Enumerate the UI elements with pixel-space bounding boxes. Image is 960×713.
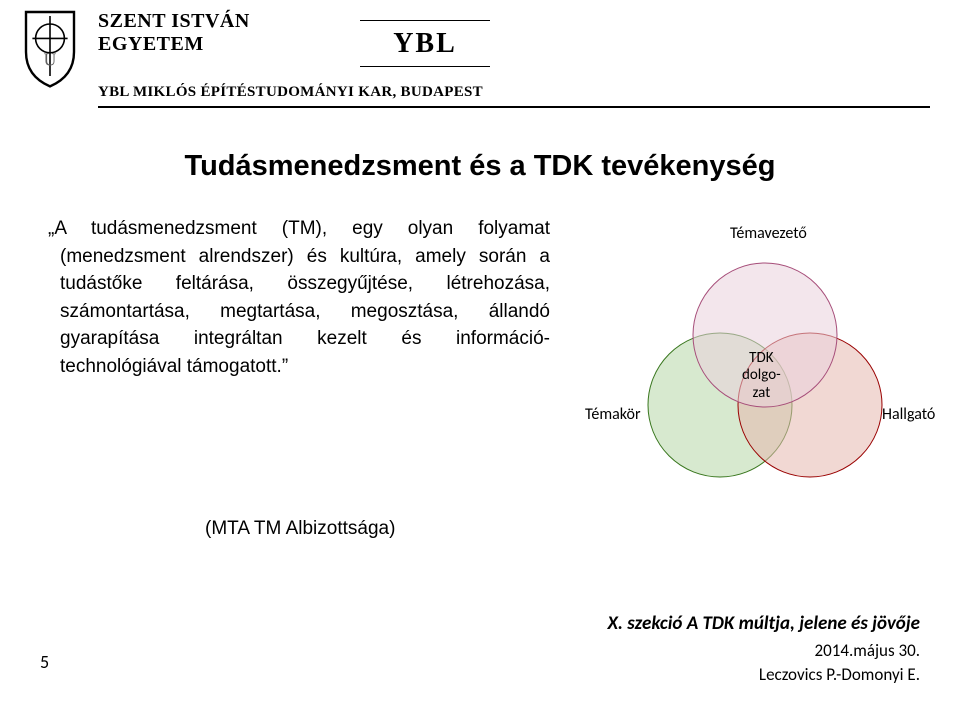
footer-section: X. szekció A TDK múltja, jelene és jövőj… (607, 612, 920, 635)
venn-center-line2: dolgo- (742, 366, 781, 384)
header: U SZENT ISTVÁN EGYETEM YBL YBL MIKLÓS ÉP… (0, 0, 960, 110)
university-name-line2: EGYETEM (98, 33, 250, 56)
slide-title: Tudásmenedzsment és a TDK tevékenység (0, 150, 960, 183)
close-quote: ” (282, 356, 288, 377)
header-rule (98, 106, 930, 108)
footer-authors: Leczovics P.-Domonyi E. (759, 664, 920, 685)
quote-source: (MTA TM Albizottsága) (205, 518, 395, 540)
venn-label-center: TDK dolgo- zat (742, 350, 781, 402)
venn-diagram: Témavezető Témakör Hallgató TDK dolgo- z… (590, 230, 940, 530)
svg-text:U: U (44, 50, 57, 70)
university-name-line1: SZENT ISTVÁN (98, 10, 250, 33)
faculty-name: YBL MIKLÓS ÉPÍTÉSTUDOMÁNYI KAR, BUDAPEST (98, 84, 483, 101)
slide: U SZENT ISTVÁN EGYETEM YBL YBL MIKLÓS ÉP… (0, 0, 960, 713)
szie-logo: U (10, 8, 90, 88)
quote-text: A tudásmenedzsment (TM), egy olyan folya… (54, 218, 550, 377)
ybl-logo-text: YBL (393, 28, 457, 60)
body-quote: „A tudásmenedzsment (TM), egy olyan foly… (60, 215, 550, 380)
ybl-logo: YBL (360, 20, 490, 67)
footer-date: 2014.május 30. (815, 640, 921, 661)
venn-label-left: Témakör (585, 405, 641, 424)
venn-label-right: Hallgató (882, 405, 935, 424)
page-number: 5 (40, 651, 49, 673)
venn-center-line1: TDK (749, 349, 773, 367)
university-name: SZENT ISTVÁN EGYETEM (98, 10, 250, 56)
venn-label-top: Témavezető (730, 224, 807, 243)
venn-center-line3: zat (752, 384, 770, 402)
